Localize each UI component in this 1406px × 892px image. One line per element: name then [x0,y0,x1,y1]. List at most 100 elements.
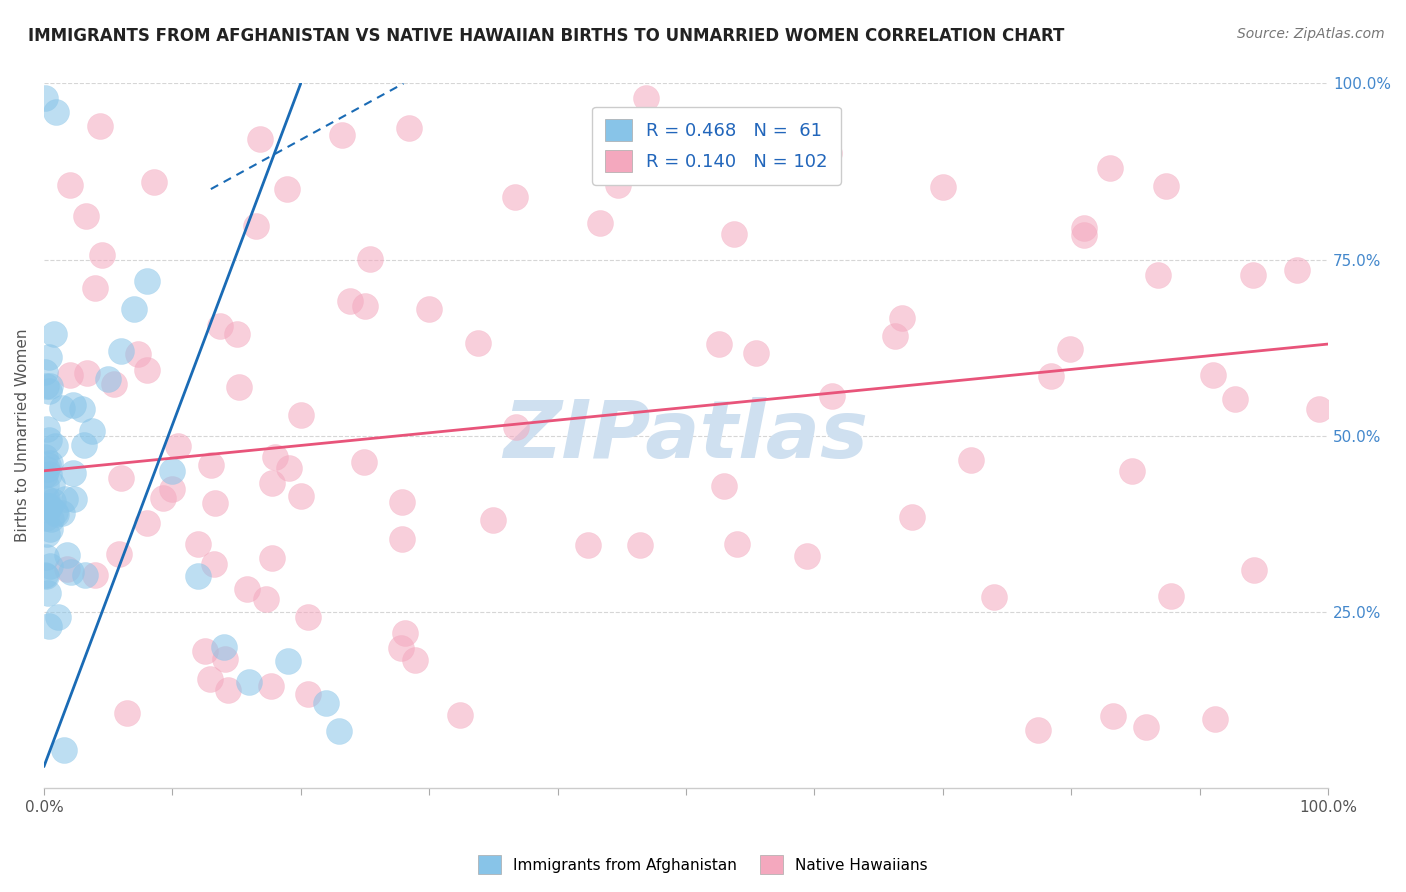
Point [449,707,471,722]
Point [1026,723,1049,738]
Point [482,513,505,527]
Point [589,216,612,230]
Point [51,401,73,415]
Point [330,128,353,143]
Point [70,402,93,417]
Point [38,384,60,398]
Point [56,548,79,562]
Point [187,537,209,551]
Point [818,145,841,160]
Point [290,408,312,422]
Point [38,499,60,513]
Point [35,491,58,506]
Point [62,466,84,480]
Point [42,326,65,341]
Point [34,90,56,104]
Point [194,644,217,658]
Point [103,377,125,392]
Point [59,565,82,579]
Point [38,500,60,514]
Point [75,568,97,582]
Point [217,682,239,697]
Point [37,458,59,472]
Point [901,510,924,524]
Point [634,90,657,104]
Point [262,476,284,491]
Point [821,389,844,403]
Text: Source: ZipAtlas.com: Source: ZipAtlas.com [1237,27,1385,41]
Point [37,526,59,541]
Point [1204,712,1226,726]
Point [75,209,97,223]
Point [1147,268,1170,282]
Y-axis label: Births to Unmarried Women: Births to Unmarried Women [15,329,30,542]
Point [37,461,59,475]
Point [1154,178,1177,193]
Point [117,706,139,721]
Point [208,319,231,334]
Point [212,640,235,654]
Point [707,337,730,351]
Point [723,227,745,241]
Point [41,477,63,491]
Point [328,724,350,739]
Point [198,672,221,686]
Point [56,562,79,576]
Point [276,182,298,196]
Point [931,180,953,194]
Point [38,379,60,393]
Point [167,439,190,453]
Point [34,365,56,379]
Point [38,619,60,633]
Point [1101,709,1123,723]
Point [84,568,107,582]
Point [127,347,149,361]
Point [1241,268,1264,282]
Point [34,450,56,464]
Point [110,344,132,359]
Point [1285,263,1308,277]
Point [1201,368,1223,382]
Point [236,582,259,596]
Point [505,190,527,204]
Point [607,178,630,192]
Point [46,610,69,624]
Point [38,433,60,447]
Point [35,477,58,491]
Point [744,346,766,360]
Point [238,675,260,690]
Point [202,557,225,571]
Point [264,450,287,464]
Legend: R = 0.468   N =  61, R = 0.140   N = 102: R = 0.468 N = 61, R = 0.140 N = 102 [592,106,841,185]
Point [245,219,267,233]
Point [110,471,132,485]
Point [52,742,75,756]
Point [187,569,209,583]
Point [960,452,983,467]
Point [162,464,184,478]
Point [38,351,60,365]
Point [1073,221,1095,235]
Point [108,547,131,561]
Point [983,590,1005,604]
Point [58,368,80,382]
Point [228,380,250,394]
Point [37,499,59,513]
Point [1160,590,1182,604]
Point [1098,161,1121,175]
Point [391,494,413,508]
Point [883,329,905,343]
Point [1040,369,1063,384]
Point [278,460,301,475]
Point [39,558,62,573]
Point [359,252,381,267]
Point [254,592,277,607]
Point [796,549,818,563]
Point [135,362,157,376]
Point [142,175,165,189]
Point [44,505,66,519]
Point [37,586,59,600]
Point [34,468,56,483]
Point [59,178,82,192]
Text: ZIPatlаs: ZIPatlаs [503,397,869,475]
